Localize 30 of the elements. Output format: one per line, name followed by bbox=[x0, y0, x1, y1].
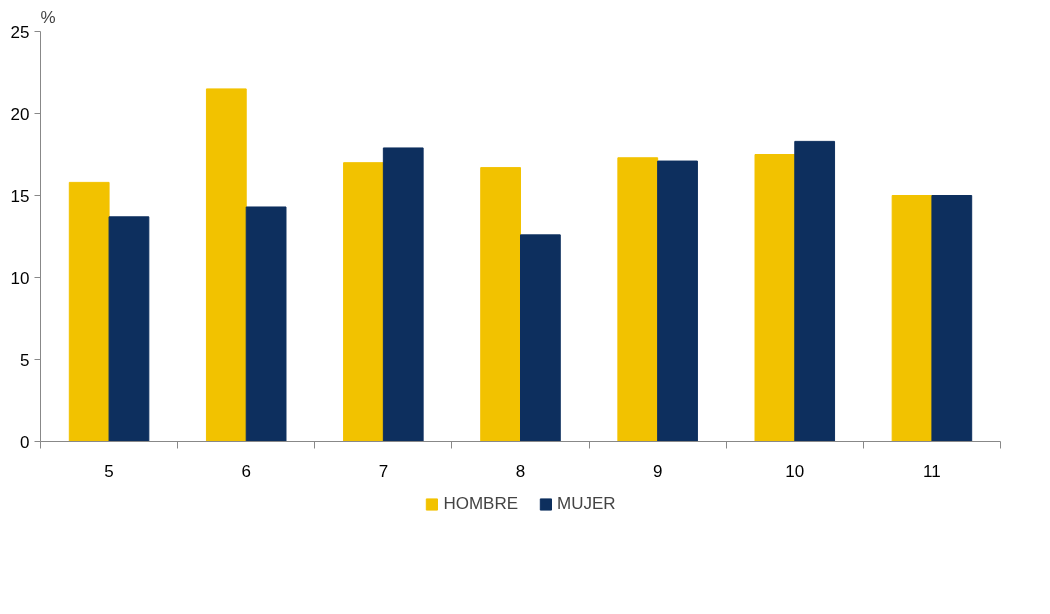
y-axis-title: % bbox=[40, 7, 56, 27]
bar bbox=[480, 167, 521, 442]
y-tick-label: 20 bbox=[10, 104, 30, 124]
bar bbox=[68, 181, 110, 442]
y-tick-label: 15 bbox=[10, 186, 30, 206]
legend-label: HOMBRE bbox=[443, 494, 519, 514]
bar bbox=[205, 88, 247, 442]
y-tick-label: 5 bbox=[20, 350, 30, 370]
x-tick-label: 6 bbox=[241, 461, 251, 481]
x-tick-label: 10 bbox=[785, 461, 805, 481]
legend-label: MUJER bbox=[557, 494, 616, 514]
x-tick-label: 9 bbox=[652, 461, 663, 481]
y-tick-label: 0 bbox=[20, 432, 30, 452]
bar bbox=[754, 154, 796, 442]
x-tick-label: 11 bbox=[923, 461, 941, 481]
bar bbox=[657, 160, 698, 442]
bar bbox=[617, 157, 659, 442]
bar bbox=[931, 195, 973, 442]
bar bbox=[382, 147, 424, 442]
y-tick-label: 10 bbox=[10, 268, 30, 288]
bar bbox=[520, 234, 561, 442]
bar bbox=[245, 206, 287, 442]
x-tick-label: 7 bbox=[378, 461, 389, 481]
x-tick-label: 8 bbox=[515, 461, 526, 481]
y-tick-label: 25 bbox=[10, 22, 30, 42]
bar bbox=[108, 216, 150, 442]
bar bbox=[891, 195, 933, 442]
bar bbox=[794, 140, 836, 442]
x-tick-label: 5 bbox=[104, 461, 114, 481]
bar bbox=[343, 162, 384, 442]
